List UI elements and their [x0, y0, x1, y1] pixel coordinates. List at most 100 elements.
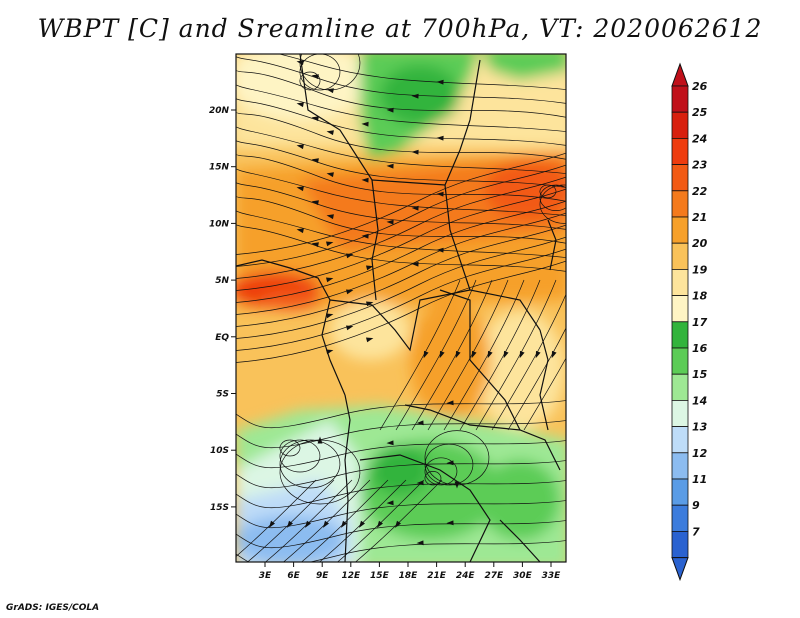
- flow-arrow: [322, 520, 330, 528]
- streamline: [236, 480, 566, 509]
- latitude-axis: 20N 15N 10N 5N EQ 5S 10S 15S: [209, 106, 236, 513]
- colorbar-swatch: [671, 111, 689, 139]
- flow-arrow: [311, 116, 319, 122]
- flow-arrow: [455, 350, 461, 359]
- flow-arrow: [386, 107, 394, 113]
- flow-arrow: [296, 186, 304, 192]
- flow-arrow: [503, 350, 509, 359]
- colorbar-swatch: [671, 242, 689, 270]
- colorbar-top-arrow: [671, 62, 689, 87]
- flow-arrow: [411, 261, 419, 267]
- colorbar-bottom-arrow: [671, 557, 689, 582]
- colorbar-swatch: [671, 137, 689, 165]
- streamline: [279, 439, 361, 505]
- flow-arrow: [326, 277, 334, 283]
- streamline: [236, 164, 566, 267]
- flow-arrow: [416, 540, 424, 546]
- colorbar-label: 18: [692, 290, 708, 303]
- flow-arrow: [326, 130, 334, 136]
- streamline: [411, 279, 493, 431]
- lat-tick-label: EQ: [215, 333, 229, 343]
- lon-tick-label: 3E: [259, 571, 272, 581]
- colorbar-label: 24: [692, 132, 707, 145]
- streamline: [236, 540, 566, 562]
- streamline: [278, 54, 566, 90]
- streamline: [299, 71, 321, 91]
- flow-arrow: [311, 242, 319, 248]
- map-frame: [235, 53, 567, 563]
- colorbar-swatch: [671, 426, 689, 454]
- lat-tick-label: 5N: [215, 276, 229, 286]
- lon-tick-label: 9E: [316, 571, 329, 581]
- flow-arrow: [366, 301, 374, 307]
- flow-arrow: [423, 350, 429, 359]
- streamline: [236, 200, 566, 303]
- streamline: [236, 210, 566, 258]
- streamline: [236, 460, 566, 489]
- colorbar-swatch: [671, 85, 689, 113]
- streamline: [236, 196, 566, 244]
- streamline: [507, 327, 566, 431]
- streamline: [236, 112, 566, 160]
- lon-tick-label: 18E: [399, 571, 419, 581]
- streamline: [424, 457, 458, 486]
- flow-arrow: [436, 79, 444, 85]
- colorbar-swatch: [671, 216, 689, 244]
- lon-tick-label: 30E: [513, 571, 533, 581]
- flow-arrow: [386, 440, 394, 446]
- lon-tick-label: 21E: [427, 571, 447, 581]
- streamline: [236, 140, 566, 188]
- streamline: [236, 500, 566, 529]
- streamline: [424, 430, 490, 486]
- colorbar-label: 23: [692, 159, 708, 172]
- streamline: [236, 260, 566, 363]
- lat-tick-label: 20N: [209, 106, 230, 116]
- streamline: [424, 443, 474, 486]
- streamline: [236, 168, 566, 216]
- flow-arrow: [286, 520, 294, 528]
- streamline: [539, 184, 557, 199]
- lon-tick-label: 12E: [341, 571, 361, 581]
- flow-arrow: [311, 200, 319, 206]
- streamline: [236, 182, 566, 230]
- streamline: [236, 224, 566, 272]
- flow-arrow: [446, 400, 454, 406]
- colorbar-swatch: [671, 373, 689, 401]
- streamline: [279, 439, 341, 489]
- flow-arrow: [311, 74, 319, 80]
- colorbar-swatch: [671, 531, 689, 559]
- lon-tick-label: 33E: [542, 571, 562, 581]
- streamline: [539, 184, 566, 224]
- colorbar-label: 9: [692, 499, 700, 512]
- streamline: [236, 56, 566, 104]
- flow-arrow: [376, 520, 384, 528]
- streamline: [236, 152, 566, 255]
- streamline: [491, 293, 566, 431]
- flow-arrow: [358, 520, 366, 528]
- flow-arrow: [366, 337, 374, 343]
- flow-arrow: [551, 350, 557, 359]
- lat-tick-label: 10S: [210, 446, 229, 456]
- streamline: [475, 279, 557, 431]
- streamline: [236, 440, 566, 469]
- colorbar-label: 22: [692, 185, 708, 198]
- colorbar-swatch: [671, 295, 689, 323]
- colorbar-label: 16: [692, 342, 708, 355]
- flow-arrow: [436, 247, 444, 253]
- colorbar-label: 14: [692, 394, 707, 407]
- colorbar-label: 15: [692, 368, 708, 381]
- colorbar-label: 19: [692, 263, 708, 276]
- streamline: [236, 188, 566, 291]
- flow-arrow: [386, 163, 394, 169]
- colorbar-label: 25: [692, 106, 708, 119]
- flow-arrow: [304, 520, 312, 528]
- streamline: [279, 439, 321, 473]
- lon-tick-label: 6E: [287, 571, 300, 581]
- colorbar-swatch: [671, 399, 689, 427]
- streamline: [236, 224, 566, 327]
- colorbar-label: 17: [692, 316, 708, 329]
- streamline: [523, 357, 566, 431]
- colorbar-label: 11: [692, 473, 707, 486]
- lon-tick-label: 24E: [456, 571, 476, 581]
- colorbar-label: 12: [692, 447, 708, 460]
